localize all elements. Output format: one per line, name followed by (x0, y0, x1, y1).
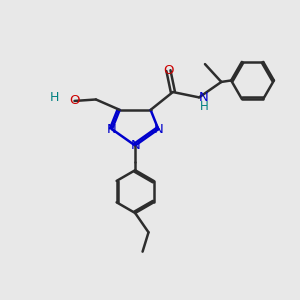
Text: O: O (163, 64, 174, 77)
Text: N: N (107, 123, 117, 136)
Text: H: H (200, 100, 209, 113)
Text: H: H (50, 91, 59, 104)
Text: N: N (130, 139, 140, 152)
Text: N: N (199, 91, 209, 104)
Text: N: N (153, 123, 163, 136)
Text: O: O (69, 94, 80, 107)
